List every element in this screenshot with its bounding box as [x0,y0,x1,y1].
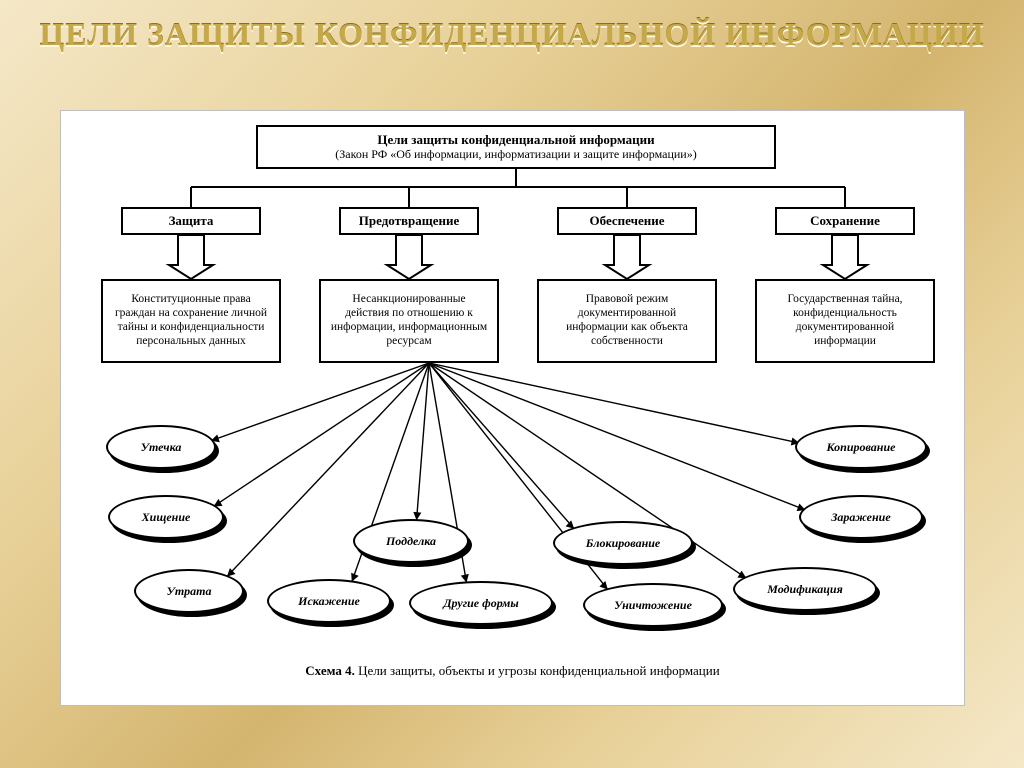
slide-title: ЦЕЛИ ЗАЩИТЫ КОНФИДЕНЦИАЛЬНОЙ ИНФОРМАЦИИ [0,18,1024,52]
description-box: Несанкционированные действия по отношени… [319,279,499,363]
diagram-panel: Цели защиты конфиденциальной информации(… [60,110,965,706]
threat-ellipse: Подделка [353,519,469,563]
category-box: Предотвращение [339,207,479,235]
threat-ellipse: Утрата [134,569,244,613]
threat-ellipse: Модификация [733,567,877,611]
category-box: Обеспечение [557,207,697,235]
description-box: Государственная тайна, конфиденциальност… [755,279,935,363]
threat-ellipse: Заражение [799,495,923,539]
threat-ellipse: Копирование [795,425,927,469]
description-box: Правовой режим документированной информа… [537,279,717,363]
root-box: Цели защиты конфиденциальной информации(… [256,125,776,169]
threat-ellipse: Уничтожение [583,583,723,627]
category-box: Сохранение [775,207,915,235]
threat-ellipse: Другие формы [409,581,553,625]
threat-ellipse: Блокирование [553,521,693,565]
threat-ellipse: Утечка [106,425,216,469]
threat-ellipse: Искажение [267,579,391,623]
description-box: Конституционные права граждан на сохране… [101,279,281,363]
threat-ellipse: Хищение [108,495,224,539]
diagram-caption: Схема 4. Цели защиты, объекты и угрозы к… [61,663,964,679]
category-box: Защита [121,207,261,235]
